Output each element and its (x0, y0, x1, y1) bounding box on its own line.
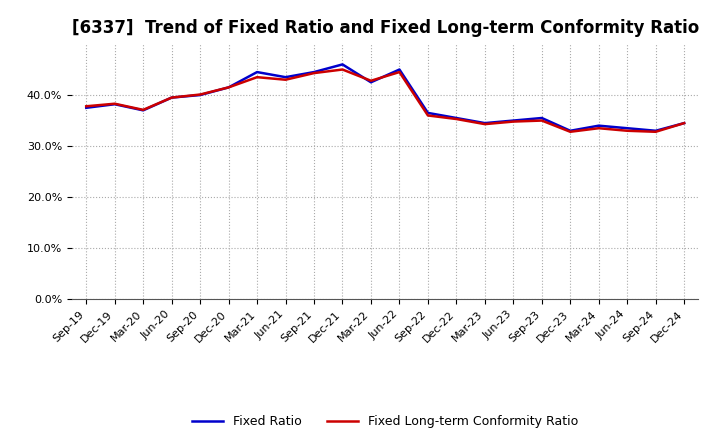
Fixed Ratio (395, 67, 404, 72)
Fixed Ratio (652, 128, 660, 133)
Fixed Long-term Conformity Ratio (282, 77, 290, 82)
Fixed Long-term Conformity Ratio (652, 129, 660, 135)
Fixed Ratio (680, 121, 688, 126)
Fixed Ratio (167, 95, 176, 100)
Fixed Ratio (110, 102, 119, 107)
Fixed Long-term Conformity Ratio (338, 67, 347, 72)
Fixed Long-term Conformity Ratio (310, 70, 318, 76)
Fixed Ratio (480, 121, 489, 126)
Fixed Long-term Conformity Ratio (366, 78, 375, 84)
Fixed Ratio (566, 128, 575, 133)
Fixed Ratio (282, 74, 290, 80)
Fixed Long-term Conformity Ratio (566, 129, 575, 135)
Fixed Ratio (537, 115, 546, 121)
Fixed Ratio (253, 70, 261, 75)
Fixed Long-term Conformity Ratio (395, 70, 404, 75)
Line: Fixed Long-term Conformity Ratio: Fixed Long-term Conformity Ratio (86, 70, 684, 132)
Fixed Long-term Conformity Ratio (480, 121, 489, 127)
Fixed Long-term Conformity Ratio (167, 95, 176, 100)
Fixed Long-term Conformity Ratio (139, 107, 148, 113)
Fixed Ratio (452, 115, 461, 121)
Fixed Long-term Conformity Ratio (225, 85, 233, 90)
Fixed Ratio (623, 125, 631, 131)
Title: [6337]  Trend of Fixed Ratio and Fixed Long-term Conformity Ratio: [6337] Trend of Fixed Ratio and Fixed Lo… (71, 19, 699, 37)
Legend: Fixed Ratio, Fixed Long-term Conformity Ratio: Fixed Ratio, Fixed Long-term Conformity … (187, 411, 583, 433)
Fixed Long-term Conformity Ratio (110, 101, 119, 106)
Fixed Ratio (595, 123, 603, 128)
Fixed Long-term Conformity Ratio (509, 119, 518, 124)
Fixed Long-term Conformity Ratio (623, 128, 631, 133)
Fixed Long-term Conformity Ratio (253, 74, 261, 80)
Fixed Long-term Conformity Ratio (82, 104, 91, 109)
Fixed Long-term Conformity Ratio (537, 118, 546, 123)
Fixed Ratio (310, 70, 318, 75)
Fixed Ratio (366, 80, 375, 85)
Fixed Ratio (338, 62, 347, 67)
Fixed Long-term Conformity Ratio (196, 92, 204, 97)
Fixed Ratio (423, 110, 432, 116)
Fixed Long-term Conformity Ratio (680, 121, 688, 126)
Fixed Ratio (509, 118, 518, 123)
Fixed Long-term Conformity Ratio (423, 113, 432, 118)
Line: Fixed Ratio: Fixed Ratio (86, 64, 684, 131)
Fixed Ratio (139, 108, 148, 113)
Fixed Ratio (196, 92, 204, 98)
Fixed Ratio (225, 85, 233, 90)
Fixed Ratio (82, 105, 91, 110)
Fixed Long-term Conformity Ratio (595, 125, 603, 131)
Fixed Long-term Conformity Ratio (452, 117, 461, 122)
